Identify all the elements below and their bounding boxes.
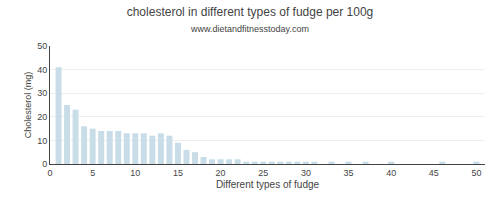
svg-text:cholesterol in different types: cholesterol in different types of fudge … [127,5,374,34]
svg-text:10: 10 [130,168,140,178]
svg-text:45: 45 [429,168,439,178]
svg-text:5: 5 [90,168,95,178]
svg-text:0: 0 [42,159,47,169]
svg-text:10: 10 [37,136,47,146]
svg-text:40: 40 [386,168,396,178]
svg-text:40: 40 [37,65,47,75]
svg-text:20: 20 [216,168,226,178]
svg-text:30: 30 [37,88,47,98]
svg-text:Different types of fudge: Different types of fudge [216,179,320,190]
svg-text:Cholesterol (mg): Cholesterol (mg) [23,72,33,139]
svg-text:50: 50 [37,41,47,51]
svg-text:35: 35 [344,168,354,178]
svg-text:0: 0 [47,168,52,178]
svg-text:30: 30 [301,168,311,178]
svg-text:50: 50 [471,168,481,178]
svg-text:20: 20 [37,112,47,122]
svg-text:15: 15 [173,168,183,178]
svg-text:25: 25 [258,168,268,178]
